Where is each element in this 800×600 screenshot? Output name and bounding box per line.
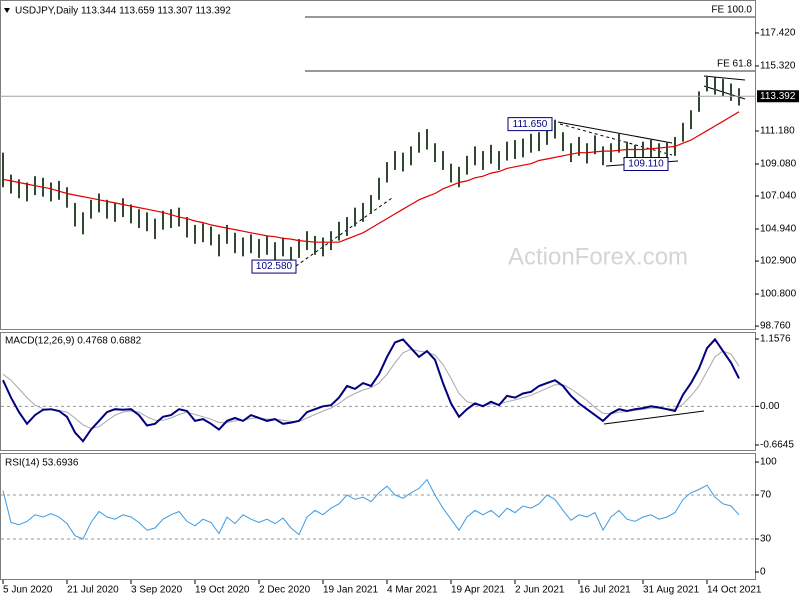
price-title: USDJPY,Daily 113.344 113.659 113.307 113… (15, 6, 231, 17)
price-annotation: 111.650 (513, 119, 548, 130)
x-tick-label: 16 Jul 2021 (579, 585, 631, 596)
y-tick-label: 111.180 (760, 126, 795, 137)
rsi-line (2, 478, 740, 540)
y-tick-label: 104.940 (760, 224, 797, 235)
y-tick-label: 115.320 (760, 61, 796, 72)
price-annotation-box (251, 259, 297, 274)
signal-line (2, 348, 740, 429)
y-tick-label: 102.900 (760, 256, 797, 267)
x-tick-label: 3 Sep 2020 (131, 585, 183, 596)
y-tick-label: 100.800 (760, 289, 797, 300)
price-annotation-box (623, 157, 669, 172)
y-tick-label: 107.040 (760, 191, 797, 202)
x-tick-label: 4 Mar 2021 (387, 585, 438, 596)
last-price-box (757, 90, 799, 103)
x-tick-label: 2 Dec 2020 (259, 585, 311, 596)
last-price-label: 113.392 (760, 91, 796, 102)
y-tick-label: 98.760 (760, 321, 791, 332)
y-tick-label: -0.6645 (760, 440, 794, 451)
y-tick-label: 109.080 (760, 159, 797, 170)
fe-label: FE 100.0 (711, 5, 752, 16)
y-tick-label: 70 (760, 490, 772, 501)
y-tick-label: 117.420 (760, 28, 796, 39)
macd-title: MACD(12,26,9) 0.4768 0.6882 (5, 336, 142, 347)
trendline (557, 121, 673, 144)
price-annotation: 102.580 (256, 261, 293, 272)
x-tick-label: 19 Oct 2020 (195, 585, 250, 596)
fe-label: FE 61.8 (717, 59, 752, 70)
menu-arrow (4, 8, 10, 13)
trendline (295, 197, 393, 267)
trendline (703, 75, 746, 81)
x-tick-label: 14 Oct 2021 (707, 585, 762, 596)
trendline (603, 410, 705, 425)
x-tick-label: 19 Jan 2021 (323, 585, 378, 596)
rsi-panel (0, 453, 756, 580)
x-tick-label: 2 Jun 2021 (515, 585, 565, 596)
y-tick-label: 0 (760, 567, 766, 578)
y-tick-label: 100 (760, 457, 777, 468)
y-tick-label: 0.00 (760, 401, 780, 412)
moving-average (2, 111, 740, 243)
x-tick-label: 21 Jul 2020 (67, 585, 119, 596)
y-tick-label: 30 (760, 534, 772, 545)
price-annotation: 109.110 (628, 159, 664, 170)
rsi-title: RSI(14) 53.6936 (5, 458, 79, 469)
macd-line (2, 337, 740, 443)
macd-panel (0, 332, 756, 451)
price-annotation-box (507, 117, 553, 132)
x-tick-label: 19 Apr 2021 (451, 585, 505, 596)
trendline (559, 123, 673, 156)
y-tick-label: 1.1576 (760, 334, 791, 345)
watermark: ActionForex.com (508, 243, 688, 270)
x-tick-label: 31 Aug 2021 (643, 585, 700, 596)
x-tick-label: 5 Jun 2020 (3, 585, 53, 596)
